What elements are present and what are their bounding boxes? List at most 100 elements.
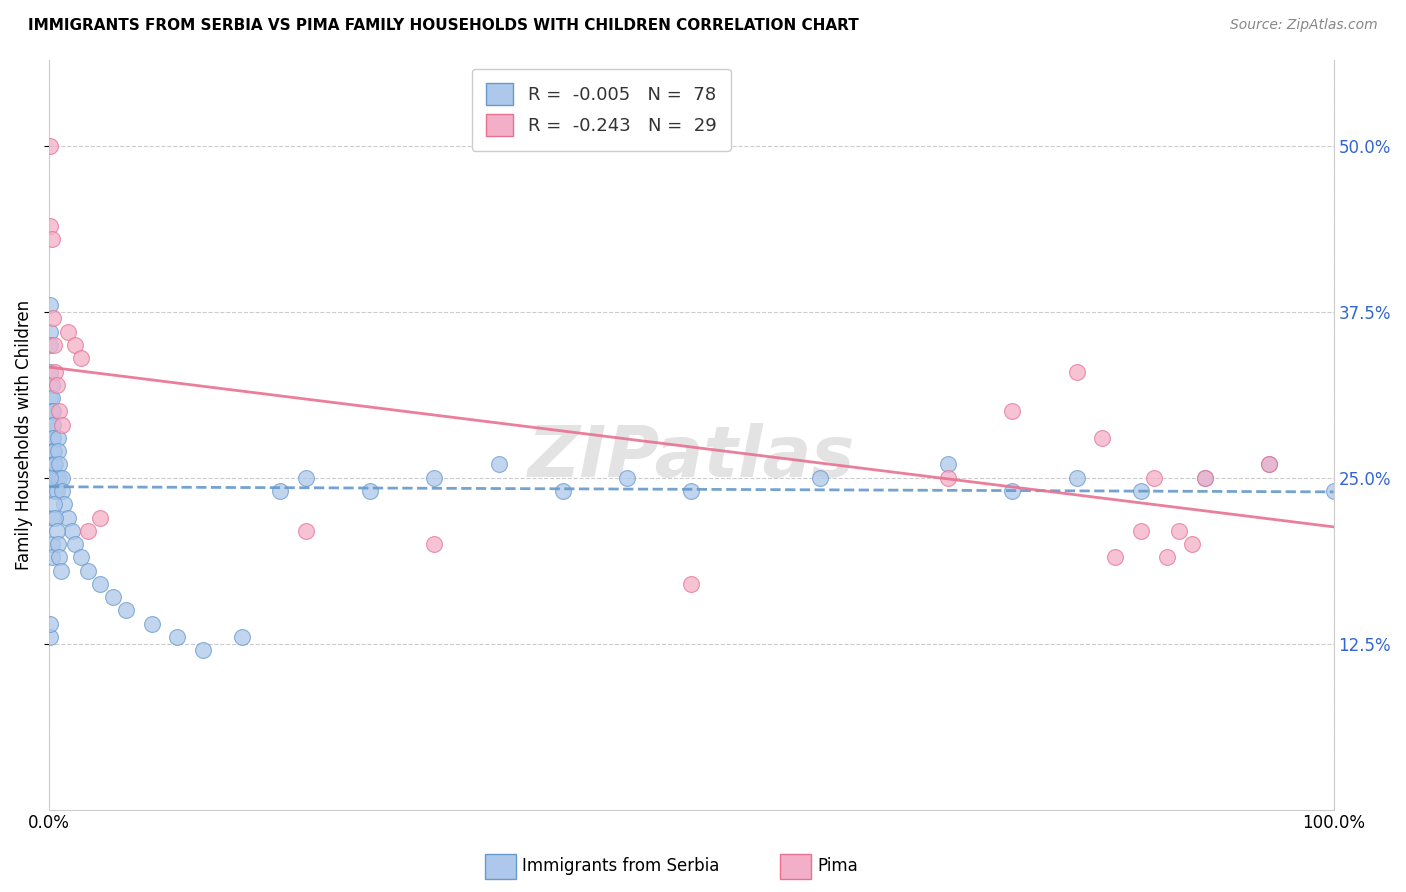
Point xyxy=(39,404,62,418)
Point xyxy=(39,325,62,339)
Point xyxy=(39,365,62,379)
Point xyxy=(48,404,70,418)
Point xyxy=(42,311,65,326)
Point xyxy=(1194,471,1216,485)
Point xyxy=(42,471,65,485)
Point xyxy=(46,444,69,458)
Point xyxy=(48,471,70,485)
Text: Source: ZipAtlas.com: Source: ZipAtlas.com xyxy=(1230,18,1378,32)
Text: ZIPatlas: ZIPatlas xyxy=(527,423,855,491)
Point xyxy=(1104,550,1126,565)
Point xyxy=(45,377,67,392)
Point xyxy=(48,458,70,472)
Point xyxy=(616,471,638,485)
Point xyxy=(681,483,703,498)
Point xyxy=(42,404,65,418)
Point xyxy=(46,537,69,551)
Point xyxy=(39,391,62,405)
Point xyxy=(58,325,80,339)
Point xyxy=(89,577,111,591)
Point xyxy=(51,417,73,432)
Point xyxy=(42,417,65,432)
Point xyxy=(76,524,98,538)
Point xyxy=(39,219,62,233)
Point xyxy=(44,483,66,498)
Point xyxy=(58,510,80,524)
Text: IMMIGRANTS FROM SERBIA VS PIMA FAMILY HOUSEHOLDS WITH CHILDREN CORRELATION CHART: IMMIGRANTS FROM SERBIA VS PIMA FAMILY HO… xyxy=(28,18,859,33)
Point xyxy=(44,471,66,485)
Point xyxy=(936,471,959,485)
Point xyxy=(44,510,66,524)
Point xyxy=(41,537,63,551)
Point xyxy=(39,417,62,432)
Point xyxy=(45,524,67,538)
Point xyxy=(1322,483,1344,498)
Point xyxy=(1143,471,1166,485)
Point xyxy=(231,630,253,644)
Point xyxy=(45,471,67,485)
Point xyxy=(44,458,66,472)
Point xyxy=(60,524,83,538)
Point xyxy=(295,524,318,538)
Point xyxy=(1066,365,1088,379)
Point xyxy=(1129,524,1152,538)
Point xyxy=(551,483,574,498)
Point xyxy=(41,550,63,565)
Point xyxy=(42,444,65,458)
Point xyxy=(42,444,65,458)
Point xyxy=(41,377,63,392)
Point xyxy=(41,471,63,485)
Point xyxy=(1066,471,1088,485)
Point xyxy=(39,139,62,153)
Point xyxy=(269,483,291,498)
Point xyxy=(41,417,63,432)
Point xyxy=(39,471,62,485)
Point xyxy=(41,458,63,472)
Point xyxy=(41,404,63,418)
Point xyxy=(42,458,65,472)
Y-axis label: Family Households with Children: Family Households with Children xyxy=(15,300,32,570)
Point xyxy=(45,483,67,498)
Point xyxy=(1181,537,1204,551)
Point xyxy=(42,338,65,352)
Point xyxy=(41,232,63,246)
Point xyxy=(41,444,63,458)
Point xyxy=(39,630,62,644)
Point xyxy=(681,577,703,591)
Point xyxy=(103,590,125,604)
Point xyxy=(141,616,163,631)
Point xyxy=(1168,524,1191,538)
Point xyxy=(46,431,69,445)
Point xyxy=(39,298,62,312)
Point xyxy=(808,471,831,485)
Point xyxy=(191,643,214,657)
Point xyxy=(1258,458,1281,472)
Point xyxy=(359,483,381,498)
Point xyxy=(53,497,76,511)
Point xyxy=(41,431,63,445)
Point xyxy=(423,471,446,485)
Point xyxy=(1194,471,1216,485)
Point xyxy=(42,431,65,445)
Point xyxy=(1001,483,1024,498)
Point xyxy=(1156,550,1178,565)
Point xyxy=(41,391,63,405)
Text: Pima: Pima xyxy=(817,857,858,875)
Point xyxy=(63,338,86,352)
Point xyxy=(70,351,93,366)
Point xyxy=(166,630,188,644)
Point xyxy=(76,564,98,578)
Point xyxy=(1091,431,1114,445)
Point xyxy=(1258,458,1281,472)
Point xyxy=(48,550,70,565)
Point xyxy=(423,537,446,551)
Point xyxy=(51,483,73,498)
Text: Immigrants from Serbia: Immigrants from Serbia xyxy=(522,857,718,875)
Point xyxy=(51,471,73,485)
Point xyxy=(49,564,72,578)
Point xyxy=(42,510,65,524)
Point xyxy=(115,603,138,617)
Point xyxy=(44,365,66,379)
Point xyxy=(1129,483,1152,498)
Point xyxy=(488,458,510,472)
